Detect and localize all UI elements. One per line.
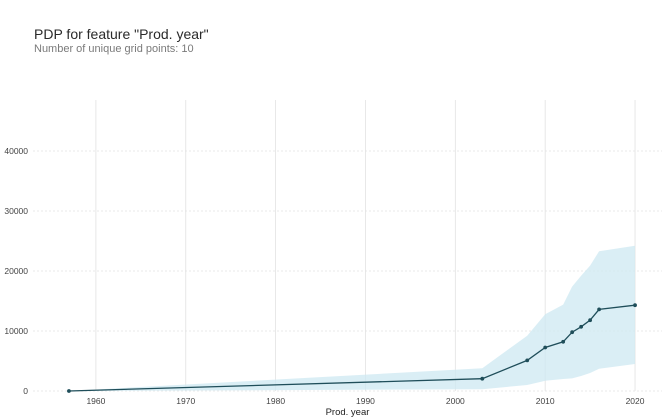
confidence-band-layer	[68, 245, 635, 391]
x-tick-labels: 1960 1970 1980 1990 2000 2010 2020	[86, 396, 644, 406]
chart-title: PDP for feature "Prod. year"	[34, 26, 209, 42]
x-tick-label: 1970	[176, 396, 195, 406]
data-point[interactable]	[579, 324, 584, 329]
x-tick-label: 2000	[446, 396, 465, 406]
y-tick-label: 10000	[4, 326, 28, 336]
series-line-layer	[68, 304, 636, 392]
data-point[interactable]	[570, 330, 575, 335]
data-point[interactable]	[633, 303, 637, 308]
y-tick-label: 20000	[4, 266, 28, 276]
x-tick-label: 2010	[536, 396, 555, 406]
confidence-band	[68, 245, 635, 391]
chart-subtitle: Number of unique grid points: 10	[34, 43, 194, 55]
y-tick-labels: 0 10000 20000 30000 40000	[4, 146, 28, 396]
data-point[interactable]	[525, 358, 530, 363]
x-tick-label: 1960	[86, 396, 105, 406]
y-tick-label: 30000	[4, 206, 28, 216]
grid-lines	[33, 100, 662, 392]
y-tick-label: 0	[23, 386, 28, 396]
data-points	[67, 303, 637, 393]
x-axis-label: Prod. year	[326, 407, 370, 418]
data-point[interactable]	[543, 345, 548, 350]
data-point[interactable]	[588, 318, 593, 323]
data-point[interactable]	[561, 339, 566, 344]
data-point[interactable]	[480, 376, 485, 381]
x-tick-label: 1990	[356, 396, 375, 406]
x-tick-label: 2020	[626, 396, 645, 406]
series-line	[68, 304, 636, 392]
x-tick-label: 1980	[266, 396, 285, 406]
y-tick-label: 40000	[4, 146, 28, 156]
data-point[interactable]	[597, 307, 601, 312]
data-point[interactable]	[67, 389, 71, 393]
